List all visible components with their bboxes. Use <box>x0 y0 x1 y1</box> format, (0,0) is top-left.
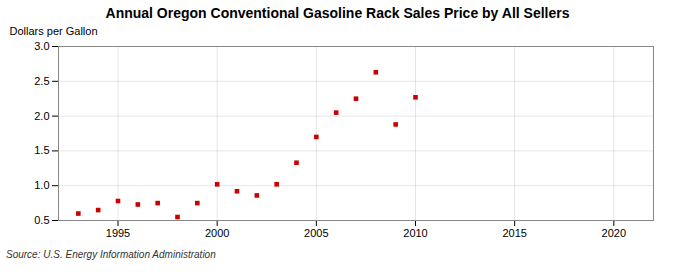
svg-text:2010: 2010 <box>403 227 427 239</box>
svg-text:1.0: 1.0 <box>34 179 49 191</box>
svg-text:2.0: 2.0 <box>34 110 49 122</box>
svg-text:1995: 1995 <box>106 227 130 239</box>
svg-text:2020: 2020 <box>602 227 626 239</box>
svg-text:Dollars per Gallon: Dollars per Gallon <box>10 25 98 37</box>
svg-text:2.5: 2.5 <box>34 75 49 87</box>
svg-text:0.5: 0.5 <box>34 214 49 226</box>
svg-text:2000: 2000 <box>205 227 229 239</box>
html-text:Annual Oregon Conventional Gas: Annual Oregon Conventional Gasoline Rack… <box>105 5 570 21</box>
svg-text:3.0: 3.0 <box>34 40 49 52</box>
svg-text:2005: 2005 <box>304 227 328 239</box>
svg-text:1.5: 1.5 <box>34 144 49 156</box>
html-text:Source: U.S. Energy Informatio: Source: U.S. Energy Information Administ… <box>6 249 216 260</box>
svg-text:2015: 2015 <box>502 227 526 239</box>
